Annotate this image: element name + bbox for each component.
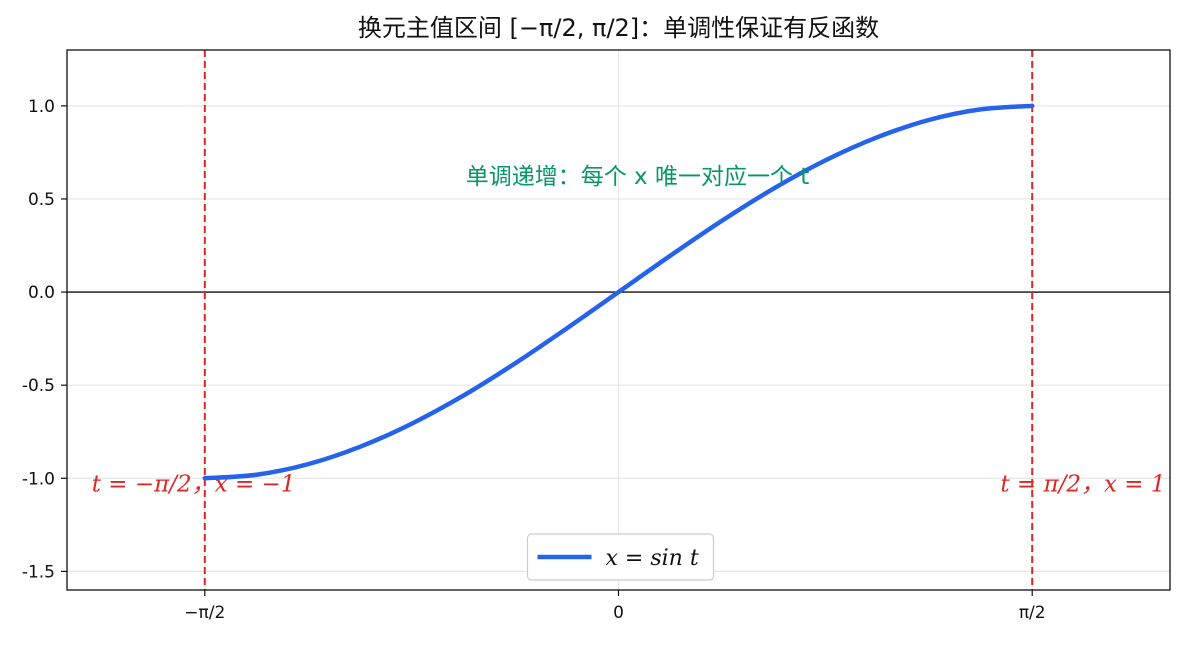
x-tick-label: 0 xyxy=(613,603,624,623)
y-tick-label: 0.5 xyxy=(28,190,55,210)
grid-lines xyxy=(67,50,1170,590)
series-line-0 xyxy=(202,103,1035,481)
legend: x = sin t xyxy=(526,533,715,581)
x-tick-label: −π/2 xyxy=(184,603,225,623)
y-tick-label: 0.0 xyxy=(28,283,55,303)
y-tick-label: -0.5 xyxy=(22,376,55,396)
annotations: 单调递增：每个 x 唯一对应一个 t t = −π/2，x = −1 t = π/2… xyxy=(92,164,1166,497)
series-layer xyxy=(202,103,1035,481)
annotation-0: 单调递增：每个 x 唯一对应一个 t xyxy=(466,164,810,190)
axis-ticks: 1.0 0.5 0.0 -0.5 -1.0 -1.5 −π/2 0 π/2 xyxy=(22,97,1046,623)
annotation-2: t = π/2，x = 1 xyxy=(1000,471,1165,497)
chart-title: 换元主值区间 [−π/2, π/2]：单调性保证有反函数 xyxy=(358,14,879,42)
y-tick-label: -1.0 xyxy=(22,469,55,489)
y-tick-label: 1.0 xyxy=(28,97,55,117)
annotation-1: t = −π/2，x = −1 xyxy=(92,471,296,497)
y-tick-label: -1.5 xyxy=(22,562,55,582)
legend-box xyxy=(526,533,715,581)
x-tick-label: π/2 xyxy=(1019,603,1046,623)
legend-label: x = sin t xyxy=(606,546,699,571)
